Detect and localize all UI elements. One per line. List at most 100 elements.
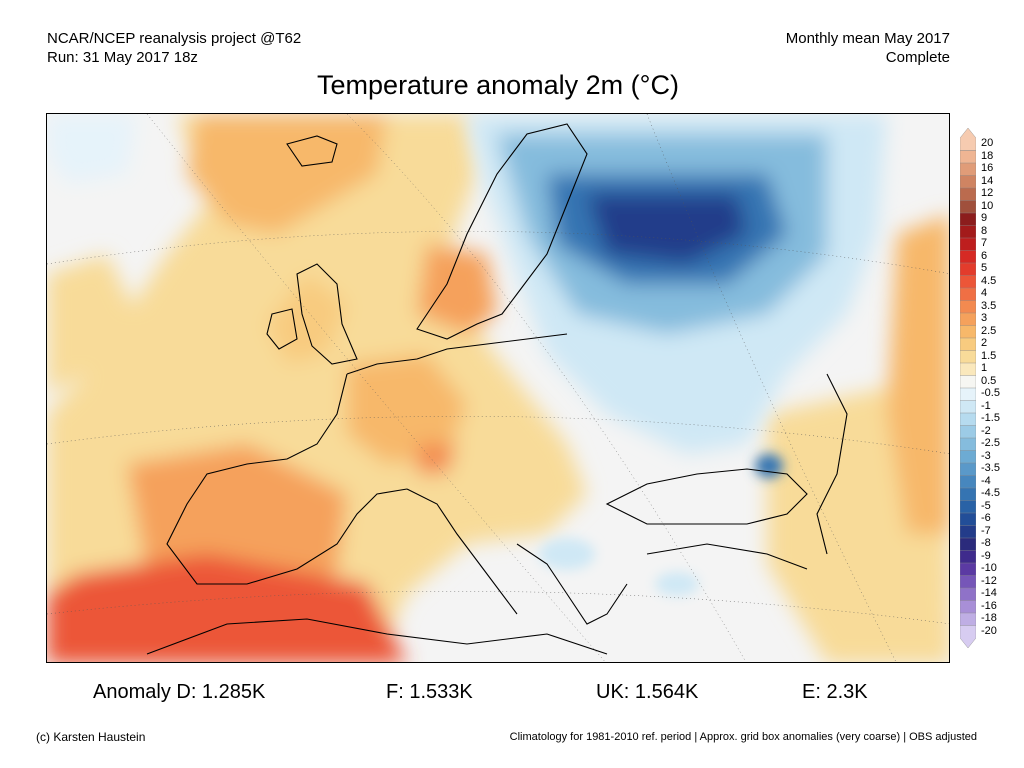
colorbar-swatch (960, 525, 976, 539)
coast-great-britain (296, 263, 358, 365)
status-label: Complete (885, 49, 950, 66)
colorbar-swatch (960, 587, 976, 602)
colorbar-tick-label: -9 (981, 549, 991, 562)
colorbar-tick-label: 6 (981, 249, 988, 262)
colorbar-tick-label: 1 (981, 362, 988, 375)
colorbar-swatch (960, 200, 976, 214)
colorbar-tick-label: -3.5 (981, 462, 1000, 475)
colorbar-tick-label: 7 (981, 237, 988, 250)
colorbar-tick-label: -18 (981, 612, 997, 625)
colorbar-tick-label: -20 (981, 624, 997, 637)
coast-caspian (816, 373, 848, 555)
warm-region-north-africa (47, 554, 406, 662)
colorbar-labels: 20 18 16 14 12 10 9 8 7 6 5 4.5 4 3.5 3 2.5 2 1.5 1 0.5 -0.5… (981, 128, 1021, 648)
colorbar-tick-label: -4.5 (981, 487, 1000, 500)
colorbar-swatch (960, 475, 976, 489)
cold-region-core (587, 194, 747, 264)
warm-region-alps (417, 444, 457, 474)
colorbar-swatch (960, 625, 976, 648)
colorbar-swatch (960, 337, 976, 352)
map-title: Temperature anomaly 2m (°C) (317, 70, 679, 100)
colorbar-swatch (960, 562, 976, 577)
colorbar-swatch (960, 312, 976, 327)
colorbar-swatch (960, 212, 976, 227)
colorbar-swatch (960, 275, 976, 289)
warm-region-british-isles (267, 274, 347, 364)
warm-region-scandinavia (417, 244, 497, 334)
colorbar-swatch (960, 128, 976, 151)
colorbar-tick-label: 3 (981, 312, 988, 325)
coast-greece (516, 543, 628, 625)
anomaly-uk: UK: 1.564K (596, 681, 699, 703)
colorbar-tick-label: 12 (981, 187, 994, 200)
colorbar-swatch (960, 350, 976, 364)
coast-scandinavia (416, 123, 588, 340)
coast-anatolia (646, 543, 808, 570)
cold-region-greenland (47, 114, 137, 184)
colorbar-tick-label: 16 (981, 162, 994, 175)
colorbar-swatch (960, 237, 976, 252)
colorbar-tick-label: 14 (981, 174, 994, 187)
colorbar-swatch (960, 462, 976, 477)
cold-spot-anatolia (655, 572, 699, 596)
colorbar-swatch (960, 550, 976, 564)
colorbar-tick-label: -16 (981, 599, 997, 612)
colorbar-swatch (960, 150, 976, 164)
coast-ireland (266, 308, 298, 350)
anomaly-spain: E: 2.3K (802, 681, 868, 703)
colorbar-tick-label: -12 (981, 574, 997, 587)
colorbar-tick-label: -4 (981, 474, 991, 487)
colorbar-tick-label: 9 (981, 212, 988, 225)
climatology-note: Climatology for 1981-2010 ref. period | … (509, 731, 977, 743)
cold-spot-balkans (539, 538, 595, 570)
colorbar-tick-label: 18 (981, 149, 994, 162)
cold-spot-caucasus (755, 454, 783, 478)
colorbar-swatch (960, 450, 976, 464)
colorbar-swatch (960, 512, 976, 527)
colorbar-swatch (960, 375, 976, 389)
colorbar-tick-label: -6 (981, 512, 991, 525)
colorbar-swatch (960, 325, 976, 339)
colorbar-tick-label: -10 (981, 562, 997, 575)
colorbar-tick-label: 1.5 (981, 349, 997, 362)
run-label: Run: 31 May 2017 18z (47, 49, 198, 66)
colorbar-tick-label: -14 (981, 587, 997, 600)
colorbar-tick-label: -8 (981, 537, 991, 550)
coast-north-africa (146, 618, 608, 655)
colorbar-swatch (960, 400, 976, 414)
colorbar-tick-label: 0.5 (981, 374, 997, 387)
colorbar-swatch (960, 612, 976, 627)
colorbar-swatch (960, 187, 976, 202)
copyright: (c) Karsten Haustein (36, 730, 146, 744)
period-label: Monthly mean May 2017 (785, 30, 950, 47)
colorbar-swatch (960, 250, 976, 264)
colorbar-tick-label: -7 (981, 524, 991, 537)
colorbar-tick-label: 8 (981, 224, 988, 237)
cold-anomaly-layer (47, 114, 887, 454)
model-label: NCAR/NCEP reanalysis project @T62 (47, 30, 302, 47)
colorbar-swatch (960, 162, 976, 177)
colorbar-swatch (960, 387, 976, 402)
coast-iceland (286, 135, 338, 167)
colorbar-tick-label: 5 (981, 262, 988, 275)
anomaly-map (46, 113, 950, 663)
coastlines (146, 123, 848, 655)
colorbar-tick-label: -1 (981, 399, 991, 412)
colorbar-tick-label: -2.5 (981, 437, 1000, 450)
header-right: Monthly mean May 2017 Complete (786, 29, 950, 67)
colorbar-swatch (960, 225, 976, 239)
warm-region-central (347, 354, 467, 464)
colorbar-tick-label: 4 (981, 287, 988, 300)
small-anomalies (539, 454, 783, 596)
colorbar-swatch (960, 600, 976, 614)
colorbar-tick-label: 20 (981, 137, 994, 150)
colorbar-swatch (960, 500, 976, 514)
colorbar-tick-label: -2 (981, 424, 991, 437)
colorbar-swatch (960, 437, 976, 452)
warm-region-atlantic (47, 254, 137, 394)
colorbar-swatch (960, 575, 976, 589)
colorbar-swatch (960, 537, 976, 552)
coast-north-sea-baltic (346, 333, 568, 375)
colorbar-tick-label: 2 (981, 337, 988, 350)
coast-italy (406, 488, 518, 615)
